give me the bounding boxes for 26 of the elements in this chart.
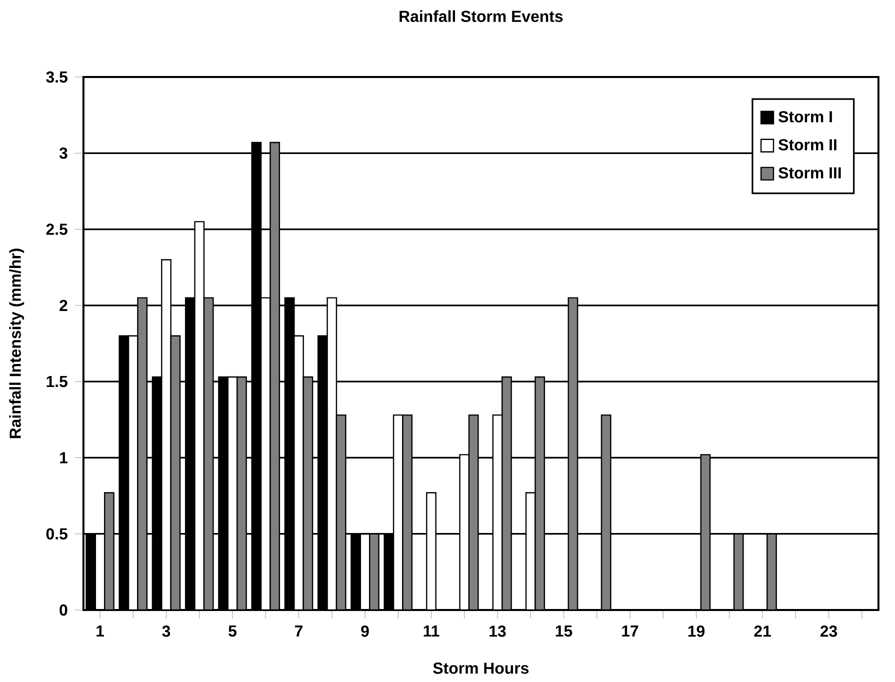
y-axis-title: Rainfall Intensity (mm/hr) [9,248,24,438]
y-tick-label: 1.5 [46,376,68,388]
x-tick-label: 9 [361,626,369,637]
x-tick-label: 7 [295,626,302,637]
x-tick-label: 13 [490,626,506,637]
x-tick-label: 11 [424,626,440,637]
legend-label: Storm I [778,111,832,122]
x-axis-title: Storm Hours [433,662,529,674]
y-tick-label: 0 [60,604,68,616]
y-tick-label: 1 [60,452,68,464]
x-tick-label: 1 [96,626,104,637]
x-tick-label: 23 [820,626,838,637]
x-tick-label: 17 [622,626,638,637]
x-tick-label: 15 [556,626,572,637]
y-tick-label: 0.5 [46,528,68,540]
legend-label: Storm II [778,139,836,150]
x-tick-label: 5 [228,626,236,637]
legend-label: Storm III [778,167,841,178]
y-tick-label: 3 [59,147,68,159]
x-tick-label: 3 [162,626,170,637]
x-tick-label: 19 [688,626,705,637]
y-tick-label: 2 [60,300,68,311]
x-tick-label: 21 [754,626,771,637]
y-tick-label: 3.5 [46,71,68,83]
chart-title: Rainfall Storm Events [400,10,563,22]
y-tick-label: 2.5 [46,224,68,235]
